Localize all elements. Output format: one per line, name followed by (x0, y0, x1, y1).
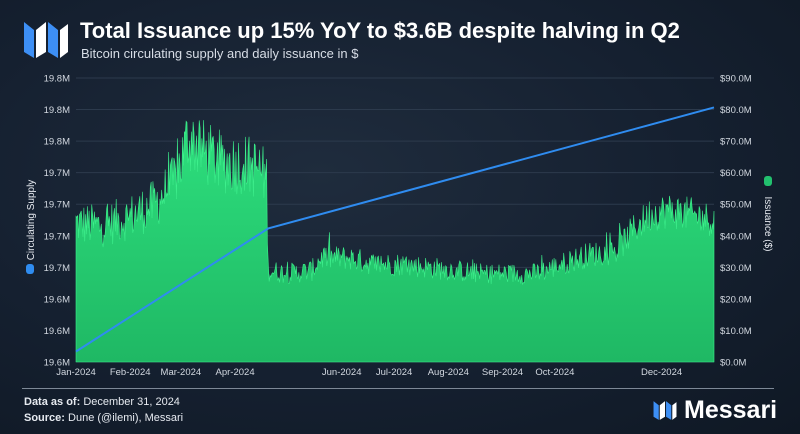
data-as-of-value: December 31, 2024 (83, 396, 180, 408)
chart-subtitle: Bitcoin circulating supply and daily iss… (81, 46, 359, 61)
x-tick-label: Mar-2024 (161, 367, 202, 378)
right-axis-legend: Issuance ($) (762, 176, 773, 252)
right-tick-label: $60.0M (720, 168, 752, 179)
right-axis-ticks: $0.0M $10.0M $20.0M $30.0M $40.0M $50.0M $60.0… (720, 74, 752, 369)
left-tick-label: 19.7M (44, 263, 70, 274)
x-tick-label: Jul-2024 (376, 367, 412, 378)
x-tick-label: Oct-2024 (535, 367, 574, 378)
x-tick-label: Jun-2024 (322, 367, 362, 378)
x-axis-ticks: Jan-2024 Feb-2024 Mar-2024 Apr-2024 Jun-2024… (56, 367, 682, 378)
x-tick-label: Dec-2024 (641, 367, 682, 378)
x-tick-label: Apr-2024 (216, 367, 255, 378)
brand-mark: Messari (652, 395, 777, 425)
source-value: Dune (@ilemi), Messari (68, 412, 184, 424)
right-tick-label: $0.0M (720, 358, 746, 369)
brand-logo-icon (653, 401, 677, 420)
left-axis-legend: Circulating Supply (26, 180, 37, 274)
data-as-of: Data as of: December 31, 2024 (24, 396, 180, 408)
right-axis-label: Issuance ($) (762, 196, 773, 251)
x-tick-label: Aug-2024 (428, 367, 469, 378)
right-tick-label: $50.0M (720, 200, 752, 211)
left-tick-label: 19.6M (44, 326, 70, 337)
source-note: Source: Dune (@ilemi), Messari (24, 412, 183, 424)
right-tick-label: $90.0M (720, 74, 752, 85)
chart-title: Total Issuance up 15% YoY to $3.6B despi… (80, 18, 680, 43)
left-tick-label: 19.8M (44, 137, 70, 148)
brand-name: Messari (684, 395, 778, 424)
x-tick-label: Feb-2024 (110, 367, 151, 378)
supply-line (75, 106, 715, 353)
supply-legend-swatch (26, 264, 34, 274)
x-tick-label: Sep-2024 (482, 367, 523, 378)
left-tick-label: 19.8M (44, 105, 70, 116)
left-axis-label: Circulating Supply (26, 180, 37, 261)
left-tick-label: 19.6M (44, 358, 70, 369)
source-label: Source: (24, 412, 65, 424)
left-tick-label: 19.7M (44, 231, 70, 242)
footer-divider (22, 388, 774, 389)
right-tick-label: $20.0M (720, 294, 752, 305)
issuance-legend-swatch (764, 176, 772, 186)
issuance-area (75, 120, 715, 363)
left-tick-label: 19.7M (44, 200, 70, 211)
data-as-of-label: Data as of: (24, 396, 81, 408)
right-tick-label: $80.0M (720, 105, 752, 116)
left-axis-ticks: 19.6M 19.6M 19.6M 19.7M 19.7M 19.7M 19.7M 19.8M… (44, 74, 70, 369)
left-tick-label: 19.6M (44, 294, 70, 305)
left-tick-label: 19.8M (44, 74, 70, 85)
right-tick-label: $30.0M (720, 263, 752, 274)
x-tick-label: Jan-2024 (56, 367, 96, 378)
right-tick-label: $70.0M (720, 137, 752, 148)
left-tick-label: 19.7M (44, 168, 70, 179)
right-tick-label: $10.0M (720, 326, 752, 337)
right-tick-label: $40.0M (720, 231, 752, 242)
messari-logo-icon (24, 22, 68, 58)
